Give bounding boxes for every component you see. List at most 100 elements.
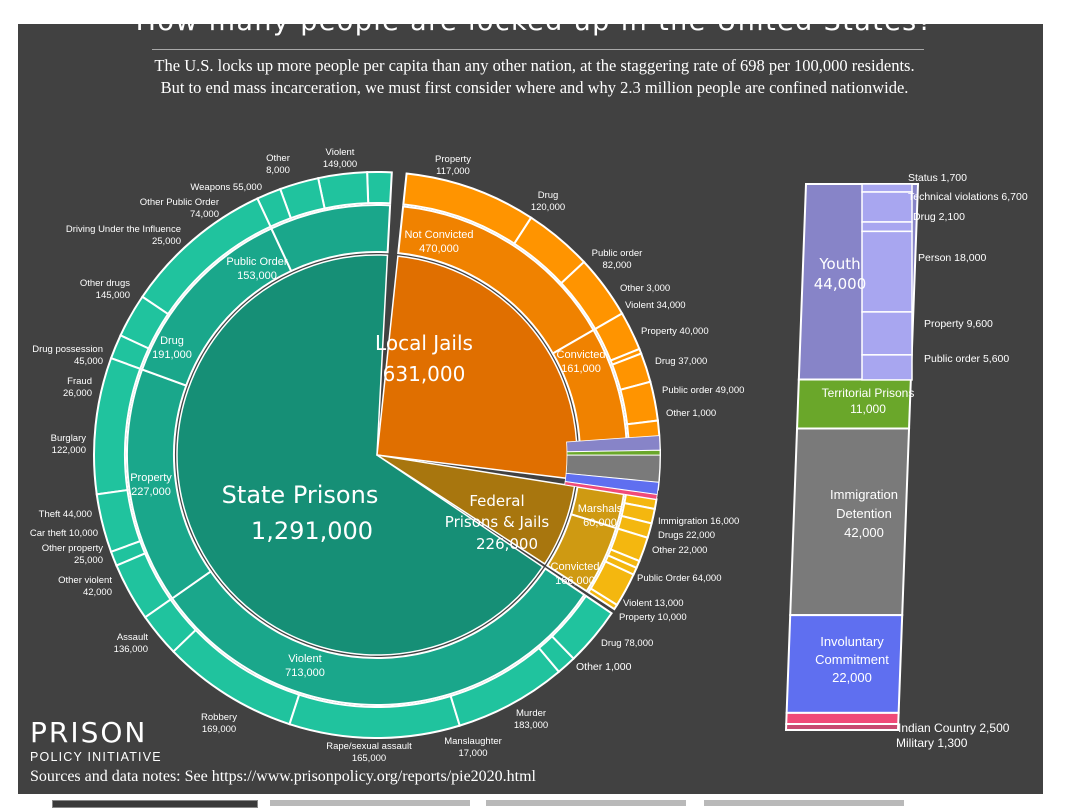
mid-label-6-marshals-line-2: 60,000	[583, 517, 617, 529]
side-label-military: Military 1,300	[896, 736, 968, 750]
outer-label-33-drug: Drug 78,000	[601, 638, 653, 649]
outer-label-17-violent-line-1: Violent	[326, 147, 355, 158]
outer-label-29-other: Other 22,000	[652, 545, 707, 556]
outer-label-20-public-order-line-1: Public order	[592, 248, 643, 259]
logo-wordmark: PRISON	[30, 716, 148, 749]
outer-label-4-other-drugs-line-2: 145,000	[96, 290, 130, 301]
outer-segment-1-weapons	[316, 171, 370, 210]
outer-segment-11-other-violent	[143, 598, 198, 654]
youth-label-technical-violations: Technical violations 6,700	[908, 191, 1028, 203]
outer-label-14-rape-sexual-assault-line-1: Rape/sexual assault	[326, 741, 412, 752]
side-label-involuntary-line-3: 22,000	[832, 670, 872, 685]
youth-label-status: Status 1,700	[908, 172, 967, 184]
outer-label-7-burglary-line-1: Burglary	[51, 433, 87, 444]
outer-label-34-other: Other 1,000	[576, 661, 632, 673]
side-bar-indian-country	[785, 711, 900, 726]
outer-label-16-murder-line-2: 183,000	[514, 720, 548, 731]
label-federal-prisons-line-2: Prisons & Jails	[445, 513, 550, 531]
side-bar-military	[784, 723, 900, 731]
outer-label-9-car-theft: Car theft 10,000	[30, 528, 98, 539]
youth-label-person: Person 18,000	[918, 252, 986, 264]
youth-segment-status	[861, 183, 913, 193]
outer-label-31-violent: Violent 13,000	[623, 598, 684, 609]
outer-label-13-robbery-line-2: 169,000	[202, 724, 236, 735]
side-label-immigration-line-1: Immigration	[830, 487, 898, 502]
mid-label-3-public-order-line-1: Public Order	[226, 256, 287, 268]
outer-segment-2-other-public-order	[278, 176, 326, 220]
slide-tab-1[interactable]	[52, 800, 258, 808]
ring-segment-state-prisons-public-order	[270, 204, 392, 273]
mid-label-3-public-order-line-2: 153,000	[237, 270, 277, 282]
slide-tab-4[interactable]	[704, 800, 904, 806]
outer-label-17-violent-line-2: 149,000	[323, 159, 357, 170]
outer-label-19-drug-line-2: 120,000	[531, 202, 565, 213]
logo-subtitle: POLICY INITIATIVE	[30, 750, 162, 764]
outer-label-8-theft: Theft 44,000	[39, 509, 92, 520]
outer-label-25-public-order: Public order 49,000	[662, 385, 744, 396]
outer-label-10-other-property-line-2: 25,000	[74, 555, 103, 566]
youth-segment-public-order	[861, 354, 913, 381]
outer-label-5-drug-possession-line-1: Drug possession	[32, 344, 103, 355]
outer-label-5-drug-possession-line-2: 45,000	[74, 356, 103, 367]
outer-label-3-driving-under-the-influence-line-1: Driving Under the Influence	[66, 224, 181, 235]
outer-label-19-drug-line-1: Drug	[538, 190, 559, 201]
outer-label-6-fraud-line-2: 26,000	[63, 388, 92, 399]
outer-segment-3-driving-under-the-influence	[256, 187, 293, 228]
side-label-involuntary-line-2: Commitment	[815, 652, 889, 667]
outer-label-30-public-order: Public Order 64,000	[637, 573, 722, 584]
side-label-territorial: Territorial Prisons	[822, 386, 915, 400]
outer-label-26-other: Other 1,000	[666, 408, 716, 419]
outer-label-0-other-line-1: Other	[266, 153, 290, 164]
outer-label-0-other-line-2: 8,000	[266, 165, 290, 176]
outer-label-27-immigration: Immigration 16,000	[658, 516, 739, 527]
slide-tab-2[interactable]	[270, 800, 470, 806]
outer-segment-14-rape-sexual-assault	[449, 646, 561, 727]
youth-segment-technical-violations	[861, 191, 913, 223]
outer-segment-12-assault	[172, 628, 301, 726]
value-state-prisons: 1,291,000	[251, 517, 373, 545]
subtitle-line-2: But to end mass incarceration, we must f…	[0, 78, 1069, 98]
outer-label-24-drug: Drug 37,000	[655, 356, 707, 367]
outer-label-18-property-line-1: Property	[435, 154, 471, 165]
mid-label-0-violent-line-2: 713,000	[285, 667, 325, 679]
youth-segment-property	[861, 311, 913, 356]
mid-label-5-convicted-line-2: 161,000	[561, 363, 601, 375]
slide-tab-3[interactable]	[486, 800, 686, 806]
outer-label-13-robbery-line-1: Robbery	[201, 712, 237, 723]
outer-segment-7-burglary	[93, 356, 142, 496]
subtitle-line-1: The U.S. locks up more people per capita…	[0, 56, 1069, 76]
outer-segment-23-property	[619, 380, 660, 426]
outer-label-11-other-violent-line-2: 42,000	[83, 587, 112, 598]
pie-slice-state-prisons	[176, 254, 544, 656]
side-label-youth: Youth	[818, 255, 860, 273]
value-local-jails: 631,000	[383, 362, 466, 386]
youth-label-property: Property 9,600	[924, 318, 993, 330]
youth-label-public-order: Public order 5,600	[924, 353, 1009, 365]
label-state-prisons: State Prisons	[222, 481, 379, 509]
mid-label-4-not-convicted-line-1: Not Convicted	[404, 229, 473, 241]
outer-label-12-assault-line-1: Assault	[117, 632, 149, 643]
outer-segment-4-other-drugs	[140, 197, 272, 316]
outer-segment-34-other	[586, 587, 619, 611]
outer-label-2-other-public-order-line-2: 74,000	[190, 209, 219, 220]
side-value-youth: 44,000	[814, 275, 867, 293]
outer-label-28-drugs: Drugs 22,000	[658, 530, 715, 541]
page-title: How many people are locked up in the Uni…	[135, 6, 934, 37]
outer-label-20-public-order-line-2: 82,000	[602, 260, 631, 271]
outer-label-22-violent: Violent 34,000	[625, 300, 686, 311]
outer-label-6-fraud-line-1: Fraud	[67, 376, 92, 387]
outer-label-10-other-property-line-1: Other property	[42, 543, 103, 554]
mid-label-0-violent-line-1: Violent	[288, 653, 321, 665]
outer-label-23-property: Property 40,000	[641, 326, 709, 337]
mid-label-6-marshals-line-1: Marshals	[578, 503, 623, 515]
mid-label-7-convicted-line-2: 166,000	[555, 575, 595, 587]
outer-label-12-assault-line-2: 136,000	[114, 644, 148, 655]
side-value-territorial: 11,000	[850, 402, 886, 416]
outer-segment-0-other	[366, 171, 393, 205]
side-label-indian-country: Indian Country 2,500	[898, 721, 1010, 735]
mid-label-7-convicted-line-1: Convicted	[551, 561, 600, 573]
label-federal-prisons-line-1: Federal	[469, 492, 524, 510]
mid-label-5-convicted-line-1: Convicted	[557, 349, 606, 361]
outer-label-7-burglary-line-2: 122,000	[52, 445, 86, 456]
mid-label-4-not-convicted-line-2: 470,000	[419, 243, 459, 255]
